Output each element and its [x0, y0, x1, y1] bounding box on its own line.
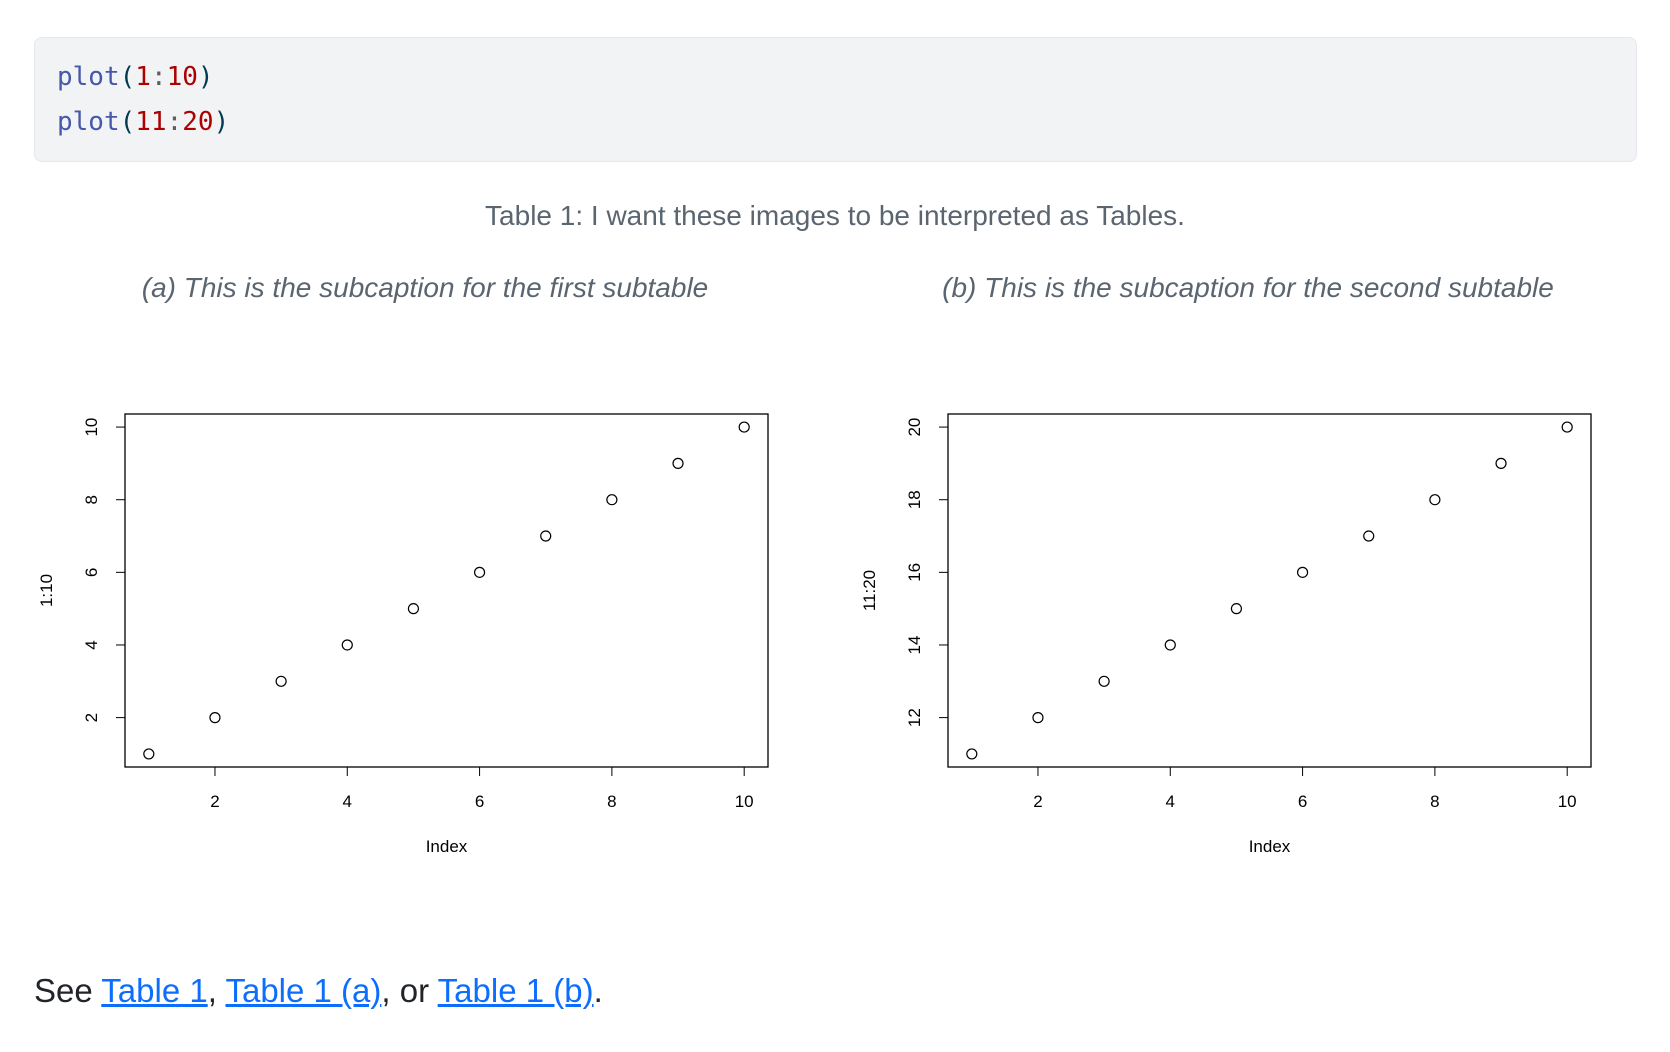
data-point [1363, 530, 1375, 542]
plot-frame [947, 413, 1592, 768]
x-tick-label: 2 [1033, 792, 1042, 811]
x-tick-label: 6 [475, 792, 484, 811]
data-point [143, 748, 155, 760]
data-point [341, 639, 353, 651]
link-table-1a[interactable]: Table 1 (a) [225, 972, 382, 1009]
code-block: plot(1:10) plot(11:20) [34, 37, 1637, 162]
y-axis-label: 11:20 [860, 570, 879, 611]
data-point [1495, 457, 1507, 469]
subcaption-b: (b) This is the subcaption for the secon… [942, 272, 1554, 303]
data-point [407, 603, 420, 615]
x-tick-label: 8 [607, 792, 616, 811]
code-line: plot(11:20) [57, 107, 230, 137]
x-tick-label: 8 [1430, 792, 1439, 811]
link-table-1[interactable]: Table 1 [101, 972, 208, 1009]
y-tick-label: 16 [905, 563, 924, 582]
y-tick-label: 6 [82, 568, 101, 577]
y-tick-label: 10 [82, 418, 101, 437]
cross-reference-text: See Table 1, Table 1 (a), or Table 1 (b)… [34, 972, 603, 1009]
data-point [1164, 639, 1176, 651]
x-tick-label: 4 [343, 792, 352, 811]
data-point [473, 566, 486, 578]
x-axis-label: Index [1249, 837, 1291, 856]
table-caption: Table 1: I want these images to be inter… [485, 200, 1185, 231]
y-tick-label: 18 [905, 490, 924, 509]
data-point [966, 748, 978, 760]
y-tick-label: 20 [905, 418, 924, 437]
code-line: plot(1:10) [57, 62, 214, 92]
y-axis-label: 1:10 [37, 574, 56, 607]
data-point [1296, 566, 1309, 578]
data-point [738, 421, 750, 433]
data-point [275, 675, 287, 687]
subcaption-a: (a) This is the subcaption for the first… [141, 272, 709, 303]
scatter-plot-b: 2 4 6 8 10 12 14 16 18 20 Index 11:20 [860, 413, 1592, 856]
y-tick-label: 14 [905, 636, 924, 655]
data-point [1561, 421, 1573, 433]
plot-frame [124, 413, 769, 768]
x-tick-label: 10 [735, 792, 754, 811]
data-point [1230, 603, 1243, 615]
x-axis-label: Index [426, 837, 468, 856]
x-tick-label: 2 [210, 792, 219, 811]
data-point [606, 494, 618, 506]
y-tick-label: 4 [82, 640, 101, 649]
x-tick-label: 4 [1166, 792, 1175, 811]
data-point [540, 530, 552, 542]
data-point [672, 457, 684, 469]
link-table-1b[interactable]: Table 1 (b) [437, 972, 594, 1009]
data-point [1098, 675, 1110, 687]
y-tick-label: 2 [82, 713, 101, 722]
x-tick-label: 6 [1298, 792, 1307, 811]
data-point [209, 712, 221, 724]
y-tick-label: 8 [82, 495, 101, 504]
scatter-plot-a: 2 4 6 8 10 2 4 6 8 10 Index 1:10 [37, 413, 769, 856]
data-point [1429, 494, 1441, 506]
x-tick-label: 10 [1558, 792, 1577, 811]
y-tick-label: 12 [905, 708, 924, 727]
data-point [1032, 712, 1044, 724]
